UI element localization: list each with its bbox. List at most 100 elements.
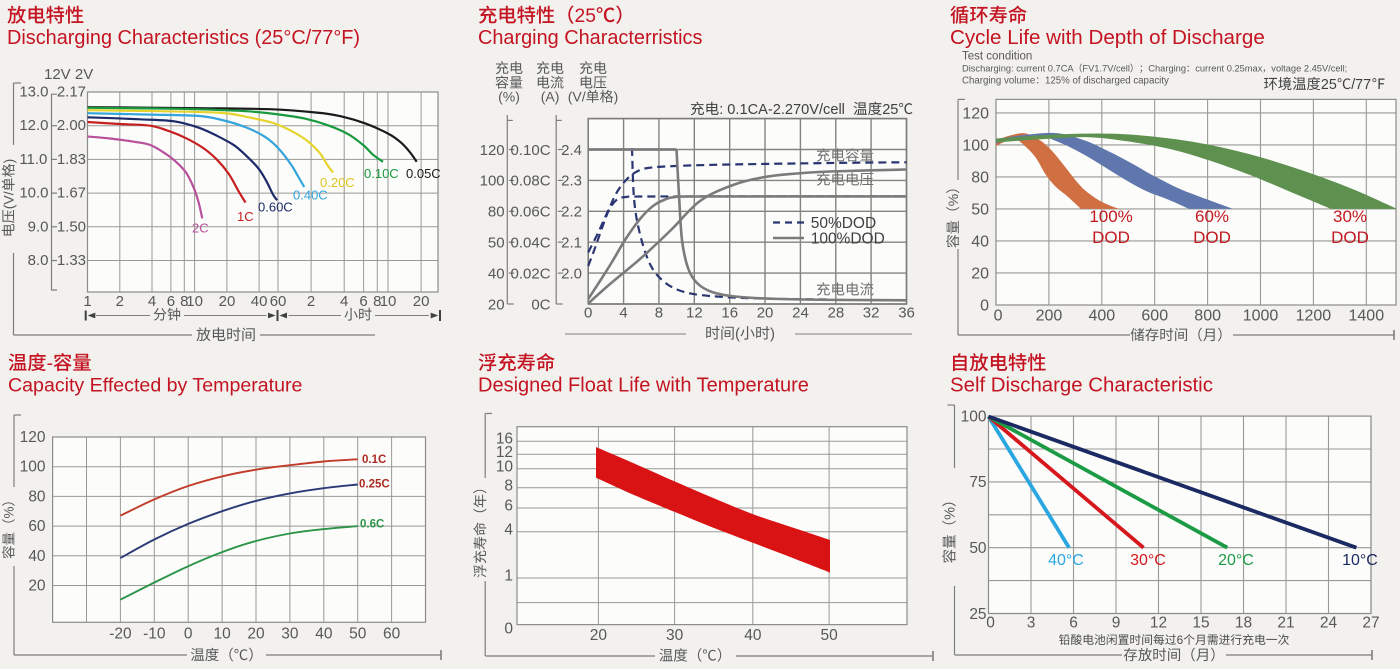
svg-text:0.6C: 0.6C — [360, 519, 384, 531]
svg-text:32: 32 — [863, 305, 880, 322]
svg-text:80: 80 — [971, 169, 989, 186]
svg-text:0.08C: 0.08C — [511, 173, 551, 190]
svg-text:12.0: 12.0 — [19, 117, 48, 134]
svg-text:50: 50 — [349, 626, 367, 643]
svg-text:-20: -20 — [109, 626, 132, 643]
svg-text:Designed Float Life with Tempe: Designed Float Life with Temperature — [478, 375, 809, 397]
svg-text:30: 30 — [281, 626, 299, 643]
svg-text:9: 9 — [1112, 615, 1121, 632]
svg-text:-: - — [47, 354, 53, 375]
svg-text:60: 60 — [383, 626, 401, 643]
svg-text:Cycle Life with Depth of Disch: Cycle Life with Depth of Discharge — [950, 26, 1265, 49]
svg-text:8: 8 — [504, 477, 513, 494]
svg-text:25: 25 — [1321, 77, 1337, 93]
svg-text:%: % — [2, 506, 17, 518]
svg-text:11.0: 11.0 — [19, 151, 47, 168]
svg-text:10.0: 10.0 — [19, 185, 48, 202]
svg-text:: 0.1CA-2.270V/cell: : 0.1CA-2.270V/cell — [719, 102, 845, 118]
svg-text:2.1: 2.1 — [561, 235, 582, 252]
svg-text:0C: 0C — [531, 296, 550, 313]
svg-text:40: 40 — [251, 293, 268, 310]
svg-text:6: 6 — [359, 293, 367, 310]
svg-text:50: 50 — [969, 540, 987, 557]
svg-text:DOD: DOD — [1092, 228, 1130, 247]
svg-text:1.83: 1.83 — [57, 151, 86, 168]
svg-text:1400: 1400 — [1349, 308, 1385, 325]
svg-text:2.0: 2.0 — [561, 265, 582, 282]
svg-text:8: 8 — [373, 293, 381, 310]
svg-text:125% of discharged capacity: 125% of discharged capacity — [1045, 76, 1169, 87]
svg-text:%: % — [943, 507, 959, 520]
svg-text:0: 0 — [994, 308, 1003, 325]
svg-text:40: 40 — [488, 265, 505, 282]
svg-text:20°C: 20°C — [1218, 552, 1254, 569]
svg-text:13.0: 13.0 — [19, 84, 48, 101]
svg-text:80: 80 — [28, 488, 46, 505]
svg-text:2.00: 2.00 — [57, 117, 86, 134]
svg-text:Self Discharge Characteristic: Self Discharge Characteristic — [950, 375, 1213, 397]
svg-text:28: 28 — [828, 305, 845, 322]
svg-text:40: 40 — [744, 627, 762, 644]
svg-text:voltage 2.45V/cell;: voltage 2.45V/cell; — [1271, 64, 1347, 74]
svg-text:60%: 60% — [1195, 207, 1229, 226]
svg-text:120: 120 — [480, 142, 505, 159]
svg-text:Test condition: Test condition — [962, 51, 1032, 63]
svg-text:/77: /77 — [1351, 77, 1371, 93]
svg-text:6: 6 — [504, 498, 513, 515]
svg-text:4: 4 — [619, 305, 627, 322]
svg-text:0: 0 — [986, 615, 995, 632]
svg-text:2: 2 — [307, 293, 315, 310]
svg-text:Charging Characterristics: Charging Characterristics — [478, 27, 702, 49]
svg-text:FV1.7V/cell: FV1.7V/cell — [1082, 64, 1130, 74]
svg-text:10: 10 — [496, 458, 514, 475]
svg-text:20: 20 — [413, 293, 430, 310]
svg-text:40: 40 — [28, 548, 46, 565]
svg-text:12: 12 — [496, 444, 513, 461]
svg-text:20: 20 — [488, 296, 505, 313]
svg-text:15: 15 — [1192, 615, 1209, 632]
svg-text:0: 0 — [980, 297, 989, 314]
svg-text:12: 12 — [686, 305, 703, 322]
svg-text:(A): (A) — [541, 89, 560, 105]
svg-text:2.3: 2.3 — [561, 173, 582, 190]
svg-text:21: 21 — [1277, 615, 1294, 632]
svg-text:): ) — [770, 326, 775, 343]
svg-text:0: 0 — [584, 305, 592, 322]
svg-text:0.05C: 0.05C — [406, 166, 441, 181]
svg-text:0: 0 — [184, 626, 193, 643]
svg-text:120: 120 — [962, 105, 989, 122]
svg-text:25: 25 — [969, 606, 986, 623]
svg-text:4: 4 — [504, 521, 513, 538]
svg-text:100%: 100% — [1089, 207, 1132, 226]
svg-text:12: 12 — [1150, 615, 1167, 632]
svg-text:3: 3 — [1027, 615, 1036, 632]
svg-text:50%DOD: 50%DOD — [811, 215, 876, 232]
svg-text:50: 50 — [488, 235, 505, 252]
svg-text:50: 50 — [971, 201, 989, 218]
svg-text:100: 100 — [480, 173, 505, 190]
svg-text:40: 40 — [971, 233, 989, 250]
svg-text:20: 20 — [757, 305, 774, 322]
svg-text:0.04C: 0.04C — [511, 235, 551, 252]
svg-text:): ) — [1, 159, 17, 164]
svg-text:6: 6 — [167, 293, 175, 310]
svg-text:0: 0 — [504, 621, 513, 638]
svg-text:36: 36 — [898, 305, 915, 322]
svg-text:0.02C: 0.02C — [511, 265, 551, 282]
svg-text:1.33: 1.33 — [57, 252, 86, 269]
svg-text:1.67: 1.67 — [57, 185, 86, 202]
svg-text:100%DOD: 100%DOD — [811, 231, 885, 248]
svg-text:100: 100 — [962, 137, 989, 154]
svg-text:100: 100 — [961, 408, 987, 425]
svg-text:0.40C: 0.40C — [293, 188, 328, 203]
svg-text:12V 2V: 12V 2V — [44, 66, 93, 83]
svg-text:60: 60 — [28, 518, 46, 535]
svg-text:80: 80 — [488, 204, 505, 221]
svg-text:(V/: (V/ — [1, 191, 17, 209]
svg-text:8.0: 8.0 — [28, 252, 49, 269]
svg-text:24: 24 — [792, 305, 809, 322]
svg-text:30°C: 30°C — [1130, 552, 1166, 569]
svg-text:0.25C: 0.25C — [359, 479, 390, 491]
svg-text:current 0.25max: current 0.25max — [1195, 64, 1263, 74]
svg-text:(: ( — [735, 326, 740, 343]
